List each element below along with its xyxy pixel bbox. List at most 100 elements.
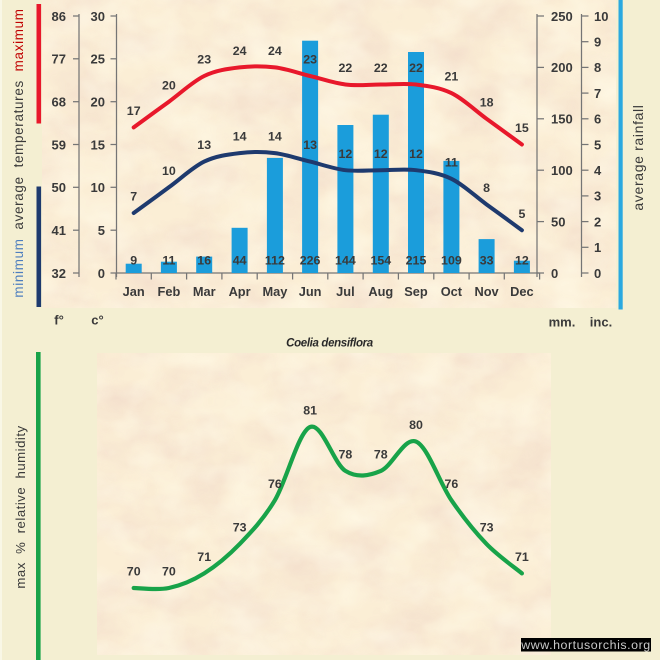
svg-text:Jul: Jul bbox=[336, 284, 355, 299]
svg-text:10: 10 bbox=[91, 180, 105, 195]
svg-text:50: 50 bbox=[52, 180, 66, 195]
svg-text:2: 2 bbox=[594, 214, 601, 229]
svg-text:86: 86 bbox=[52, 9, 66, 24]
svg-text:5: 5 bbox=[594, 137, 601, 152]
svg-text:Dec: Dec bbox=[510, 284, 533, 299]
svg-text:7: 7 bbox=[130, 190, 137, 204]
svg-text:13: 13 bbox=[197, 138, 211, 152]
svg-text:112: 112 bbox=[265, 254, 285, 268]
svg-text:13: 13 bbox=[303, 138, 317, 152]
svg-text:78: 78 bbox=[339, 448, 353, 462]
svg-text:6: 6 bbox=[594, 112, 601, 127]
svg-text:68: 68 bbox=[52, 95, 66, 110]
svg-text:78: 78 bbox=[374, 448, 388, 462]
svg-text:21: 21 bbox=[445, 70, 459, 84]
svg-text:12: 12 bbox=[374, 147, 388, 161]
svg-text:109: 109 bbox=[441, 254, 462, 268]
svg-text:23: 23 bbox=[303, 53, 317, 67]
svg-text:Aug: Aug bbox=[368, 284, 393, 299]
svg-text:20: 20 bbox=[162, 78, 176, 92]
svg-text:150: 150 bbox=[551, 112, 573, 127]
svg-text:www.hortusorchis.org: www.hortusorchis.org bbox=[520, 638, 650, 652]
svg-text:9: 9 bbox=[594, 35, 601, 50]
svg-text:71: 71 bbox=[515, 550, 529, 564]
svg-text:0: 0 bbox=[594, 266, 601, 281]
svg-text:76: 76 bbox=[268, 477, 282, 491]
svg-text:minimum average temperatures: minimum average temperatures maximum bbox=[11, 8, 26, 297]
svg-text:max % relative humidity: max % relative humidity bbox=[13, 425, 28, 588]
svg-text:215: 215 bbox=[406, 254, 427, 268]
svg-text:12: 12 bbox=[515, 254, 529, 268]
svg-text:7: 7 bbox=[594, 86, 601, 101]
svg-text:24: 24 bbox=[233, 44, 247, 58]
svg-text:14: 14 bbox=[268, 130, 282, 144]
svg-text:5: 5 bbox=[518, 207, 525, 221]
svg-text:50: 50 bbox=[551, 214, 565, 229]
svg-text:18: 18 bbox=[480, 95, 494, 109]
svg-text:average rainfall: average rainfall bbox=[630, 104, 646, 210]
svg-text:11: 11 bbox=[162, 254, 175, 268]
svg-text:73: 73 bbox=[480, 521, 494, 535]
svg-text:200: 200 bbox=[551, 60, 573, 75]
svg-text:10: 10 bbox=[594, 9, 608, 24]
svg-text:inc.: inc. bbox=[590, 314, 612, 329]
svg-text:16: 16 bbox=[197, 254, 211, 268]
svg-text:41: 41 bbox=[52, 223, 66, 238]
svg-text:100: 100 bbox=[551, 163, 573, 178]
svg-text:20: 20 bbox=[91, 95, 105, 110]
svg-text:Nov: Nov bbox=[475, 284, 500, 299]
svg-text:12: 12 bbox=[409, 147, 423, 161]
svg-text:23: 23 bbox=[197, 53, 211, 67]
svg-text:4: 4 bbox=[594, 163, 602, 178]
svg-text:70: 70 bbox=[162, 565, 176, 579]
svg-text:0: 0 bbox=[98, 266, 105, 281]
svg-text:44: 44 bbox=[233, 254, 247, 268]
svg-text:11: 11 bbox=[445, 155, 458, 169]
svg-text:32: 32 bbox=[52, 266, 66, 281]
svg-text:226: 226 bbox=[300, 254, 321, 268]
svg-text:80: 80 bbox=[409, 418, 423, 432]
svg-text:8: 8 bbox=[483, 181, 490, 195]
svg-text:22: 22 bbox=[374, 61, 388, 75]
svg-text:May: May bbox=[262, 284, 288, 299]
svg-text:Jan: Jan bbox=[123, 284, 145, 299]
svg-text:Jun: Jun bbox=[299, 284, 322, 299]
svg-text:17: 17 bbox=[127, 104, 141, 118]
svg-text:76: 76 bbox=[445, 477, 459, 491]
svg-text:10: 10 bbox=[162, 164, 176, 178]
svg-text:30: 30 bbox=[91, 9, 105, 24]
svg-text:Mar: Mar bbox=[193, 284, 216, 299]
svg-text:77: 77 bbox=[52, 52, 66, 67]
svg-text:250: 250 bbox=[551, 9, 573, 24]
svg-text:154: 154 bbox=[370, 254, 391, 268]
svg-text:70: 70 bbox=[127, 565, 141, 579]
svg-text:Sep: Sep bbox=[404, 284, 428, 299]
svg-text:1: 1 bbox=[594, 240, 601, 255]
svg-text:59: 59 bbox=[52, 137, 66, 152]
svg-text:Feb: Feb bbox=[158, 284, 181, 299]
svg-text:Apr: Apr bbox=[229, 284, 251, 299]
svg-text:Oct: Oct bbox=[441, 284, 463, 299]
svg-text:81: 81 bbox=[303, 404, 317, 418]
svg-text:12: 12 bbox=[339, 147, 353, 161]
svg-text:22: 22 bbox=[409, 61, 423, 75]
svg-text:15: 15 bbox=[515, 121, 529, 135]
svg-text:144: 144 bbox=[335, 254, 356, 268]
svg-text:25: 25 bbox=[91, 52, 105, 67]
svg-text:33: 33 bbox=[480, 254, 494, 268]
svg-text:c°: c° bbox=[91, 312, 103, 327]
svg-text:14: 14 bbox=[233, 130, 247, 144]
svg-text:24: 24 bbox=[268, 44, 282, 58]
svg-text:9: 9 bbox=[130, 254, 137, 268]
svg-text:73: 73 bbox=[233, 521, 247, 535]
svg-text:3: 3 bbox=[594, 189, 601, 204]
svg-text:Coelia densiflora: Coelia densiflora bbox=[286, 338, 374, 350]
svg-text:f°: f° bbox=[54, 312, 64, 327]
svg-text:22: 22 bbox=[339, 61, 353, 75]
svg-text:71: 71 bbox=[197, 550, 211, 564]
svg-text:15: 15 bbox=[91, 137, 105, 152]
svg-text:8: 8 bbox=[594, 60, 601, 75]
svg-text:5: 5 bbox=[98, 223, 105, 238]
svg-text:0: 0 bbox=[551, 266, 558, 281]
svg-text:mm.: mm. bbox=[549, 314, 576, 329]
